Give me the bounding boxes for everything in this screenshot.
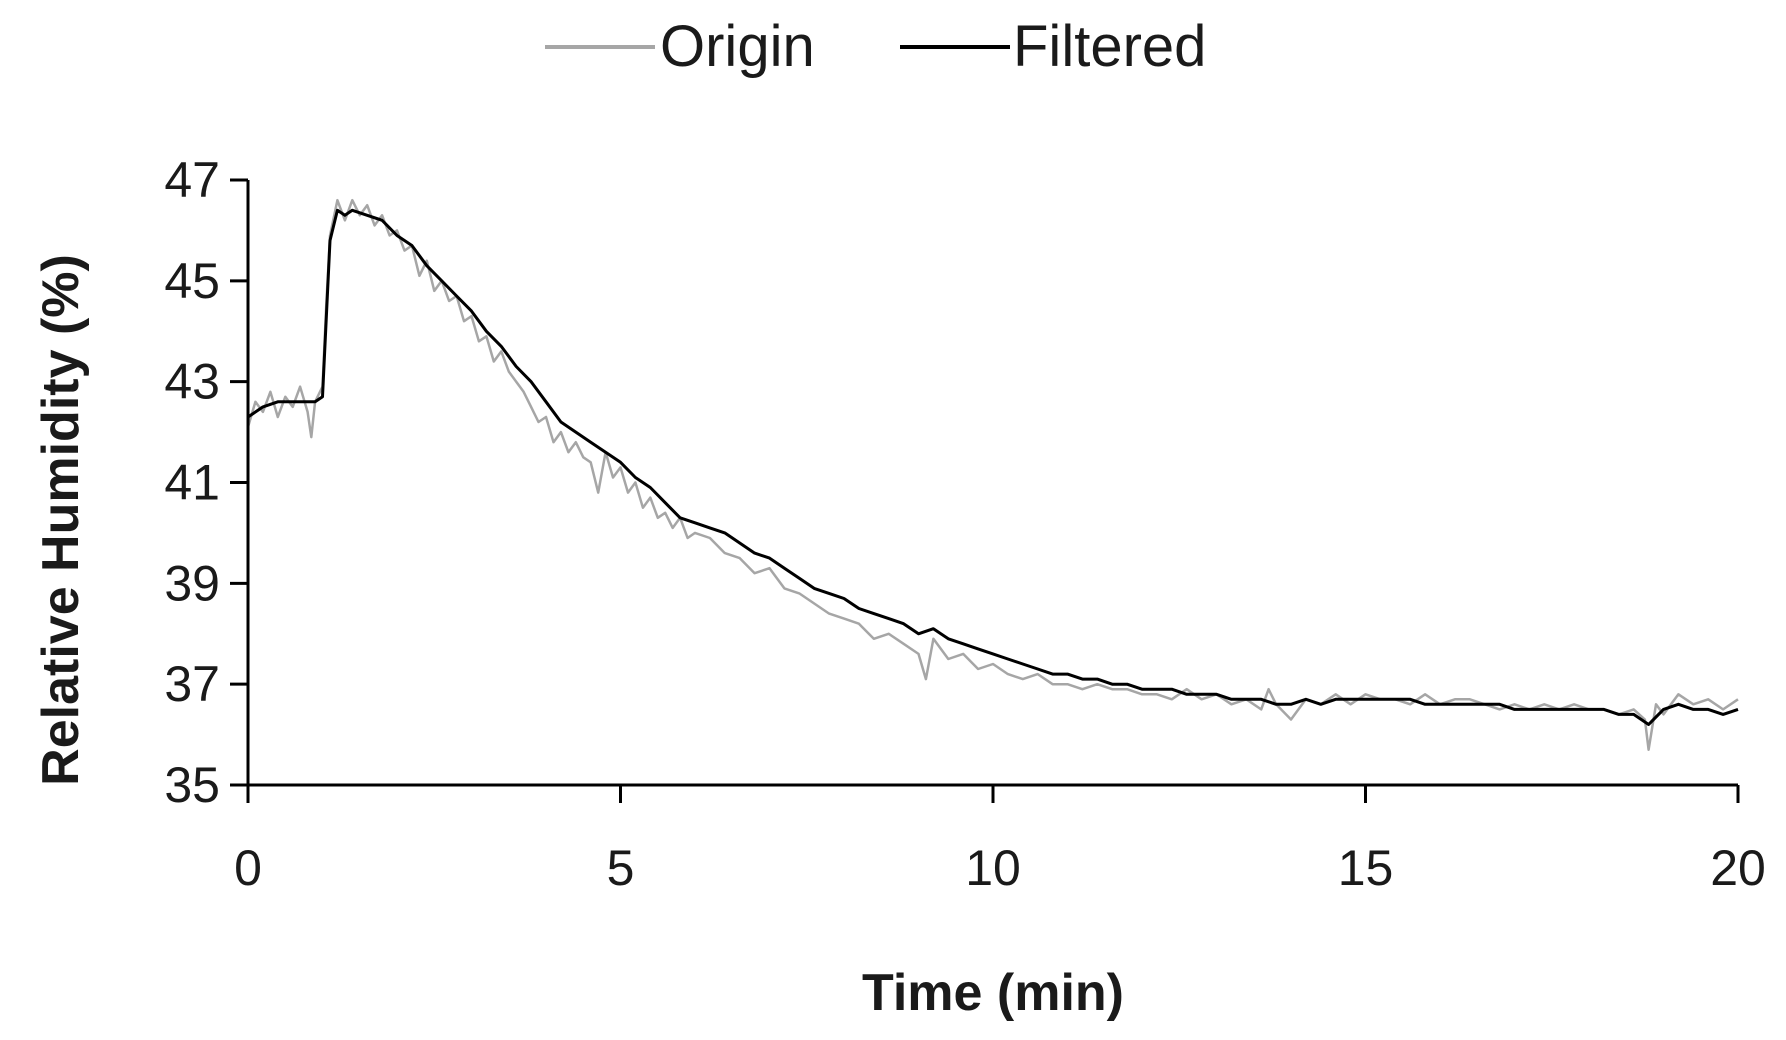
x-axis-title: Time (min) <box>862 964 1124 1022</box>
series-line-filtered <box>247 208 1739 726</box>
y-tick-label: 41 <box>164 455 220 511</box>
y-tick-label: 47 <box>164 152 220 208</box>
plot-area: 35 37 39 41 43 45 47 0 5 10 15 20 <box>164 152 1765 896</box>
x-tick-label: 15 <box>1338 840 1394 896</box>
legend-origin-label: Origin <box>660 14 815 79</box>
x-tick-label: 5 <box>607 840 635 896</box>
x-tick-label: 0 <box>234 840 262 896</box>
y-tick-label: 43 <box>164 354 220 410</box>
y-tick-label: 35 <box>164 757 220 813</box>
legend-filtered-label: Filtered <box>1013 14 1206 79</box>
y-axis-title: Relative Humidity (%) <box>32 254 90 786</box>
y-tick-label: 45 <box>164 253 220 309</box>
legend: Origin Filtered <box>545 14 1206 79</box>
series-line-origin <box>246 198 1739 751</box>
x-tick-label: 20 <box>1710 840 1766 896</box>
x-tick-label: 10 <box>965 840 1021 896</box>
y-tick-label: 39 <box>164 555 220 611</box>
y-tick-label: 37 <box>164 656 220 712</box>
